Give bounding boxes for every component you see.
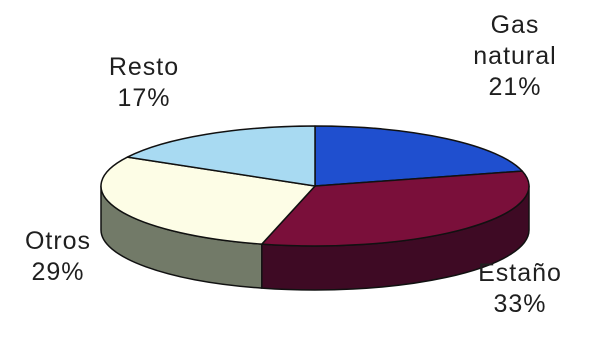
label-gas-natural-line2: natural <box>473 42 557 70</box>
label-otros: Otros 29% <box>0 226 116 288</box>
label-estano-value: 33% <box>493 290 547 318</box>
label-resto-value: 17% <box>117 84 171 112</box>
label-gas-natural: Gas natural 21% <box>440 10 590 103</box>
label-otros-name: Otros <box>24 227 92 255</box>
label-estano: Estaño 33% <box>448 258 592 320</box>
slice-top-3 <box>126 125 316 187</box>
label-gas-natural-line1: Gas <box>490 11 540 39</box>
slice-top-0 <box>314 125 524 187</box>
label-resto-name: Resto <box>108 53 180 81</box>
label-gas-natural-value: 21% <box>488 73 542 101</box>
slice-top-2 <box>100 156 316 245</box>
label-otros-value: 29% <box>31 258 85 286</box>
label-resto: Resto 17% <box>74 52 214 114</box>
slice-top-1 <box>261 170 530 247</box>
label-estano-name: Estaño <box>478 259 562 287</box>
